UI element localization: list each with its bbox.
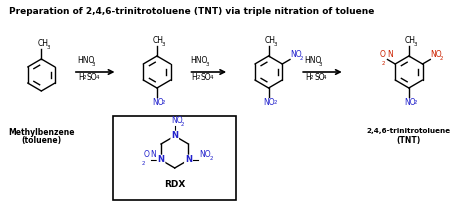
- Text: 2: 2: [300, 55, 303, 61]
- Text: Methylbenzene: Methylbenzene: [8, 128, 74, 137]
- Text: 3: 3: [273, 42, 277, 47]
- Text: N: N: [185, 156, 192, 165]
- Text: 2: 2: [440, 55, 444, 61]
- Text: H: H: [191, 73, 197, 82]
- Text: NO: NO: [171, 116, 182, 125]
- Text: CH: CH: [264, 36, 275, 45]
- FancyBboxPatch shape: [113, 116, 236, 200]
- Text: CH: CH: [153, 36, 164, 45]
- Text: 2: 2: [162, 100, 165, 105]
- Text: N: N: [387, 49, 393, 58]
- Text: 3: 3: [162, 42, 165, 47]
- Text: 4: 4: [96, 74, 99, 79]
- Text: 3: 3: [414, 42, 417, 47]
- Text: Preparation of 2,4,6-trinitrotoluene (TNT) via triple nitration of toluene: Preparation of 2,4,6-trinitrotoluene (TN…: [9, 7, 374, 16]
- Text: 2: 2: [181, 122, 184, 127]
- Text: 2: 2: [142, 161, 145, 166]
- Text: NO: NO: [152, 98, 164, 107]
- Text: SO: SO: [87, 73, 98, 82]
- Text: O: O: [380, 49, 385, 58]
- Text: SO: SO: [314, 73, 325, 82]
- Text: CH: CH: [37, 39, 48, 48]
- Text: NO: NO: [430, 49, 442, 58]
- Text: H: H: [78, 73, 83, 82]
- Text: H: H: [305, 73, 311, 82]
- Text: HNO: HNO: [304, 56, 321, 65]
- Text: NO: NO: [404, 98, 416, 107]
- Text: RDX: RDX: [164, 180, 185, 189]
- Text: 4: 4: [323, 74, 327, 79]
- Text: 3: 3: [92, 61, 95, 67]
- Text: N: N: [157, 156, 164, 165]
- Text: 2,4,6-trinitrotoluene: 2,4,6-trinitrotoluene: [367, 128, 451, 134]
- Text: 3: 3: [319, 61, 322, 67]
- Text: 3: 3: [46, 45, 50, 50]
- Text: (toluene): (toluene): [21, 136, 62, 145]
- Text: NO: NO: [199, 150, 211, 159]
- Text: 4: 4: [210, 74, 213, 79]
- Text: 2: 2: [273, 100, 277, 105]
- Text: 2: 2: [414, 100, 417, 105]
- Text: SO: SO: [201, 73, 211, 82]
- Text: 2: 2: [310, 74, 314, 79]
- Text: NO: NO: [264, 98, 275, 107]
- Text: 2: 2: [196, 74, 200, 79]
- Text: N: N: [150, 150, 156, 159]
- Text: 3: 3: [205, 61, 209, 67]
- Text: 2: 2: [209, 156, 213, 161]
- Text: CH: CH: [405, 36, 416, 45]
- Text: N: N: [171, 131, 178, 141]
- Text: 2: 2: [382, 61, 385, 65]
- Text: NO: NO: [290, 49, 301, 58]
- Text: (TNT): (TNT): [397, 136, 421, 145]
- Text: HNO: HNO: [191, 56, 208, 65]
- Text: O: O: [143, 150, 149, 159]
- Text: HNO: HNO: [77, 56, 94, 65]
- Text: 2: 2: [83, 74, 86, 79]
